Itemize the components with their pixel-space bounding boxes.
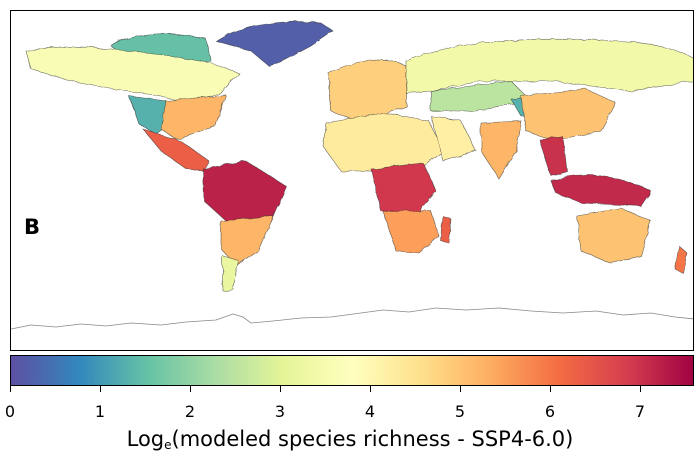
colorbar-tick-mark: [640, 386, 641, 392]
region-greenland: [215, 21, 334, 67]
colorbar-tick-label: 6: [544, 402, 556, 421]
region-india: [480, 120, 522, 180]
colorbar-tick-label: 4: [364, 402, 376, 421]
colorbar-tick-label: 0: [4, 402, 16, 421]
region-southern-south-america: [220, 215, 274, 267]
region-patagonia: [221, 255, 240, 292]
colorbar-tick-mark: [190, 386, 191, 392]
region-southeast-asia: [538, 136, 568, 177]
region-sahara: [322, 112, 444, 172]
colorbar-ticks: 0 1 2 3 4 5 6 7: [5, 386, 694, 421]
antarctica-outline: [11, 307, 693, 330]
region-eastern-united-states: [160, 94, 227, 140]
region-central-asia: [430, 80, 532, 112]
region-europe: [328, 59, 407, 124]
region-arabian-peninsula: [430, 115, 477, 162]
colorbar-tick-label: 7: [634, 402, 646, 421]
panel-label: B: [24, 215, 41, 239]
colorbar-tick-label: 1: [94, 402, 106, 421]
region-southern-africa: [382, 210, 440, 254]
colorbar-label: Loge(modeled species richness - SSP4-6.0…: [126, 427, 574, 452]
colorbar-tick-mark: [370, 386, 371, 392]
region-central-africa: [370, 162, 437, 217]
region-new-zealand: [674, 245, 688, 274]
colorbar-tick-mark: [10, 386, 11, 392]
colorbar-tick-mark: [280, 386, 281, 392]
region-canada: [25, 46, 240, 104]
colorbar: [10, 355, 694, 386]
colorbar-tick-label: 3: [274, 402, 286, 421]
region-madagascar: [440, 215, 452, 244]
region-amazon-basin: [202, 160, 287, 222]
region-russia: [405, 38, 693, 94]
colorbar-tick-label: 5: [454, 402, 466, 421]
region-australia: [576, 207, 652, 264]
colorbar-tick-mark: [100, 386, 101, 392]
map-panel: [10, 10, 694, 351]
world-map: [11, 21, 693, 330]
region-china: [520, 88, 617, 142]
region-maritime-southeast-asia: [550, 174, 652, 207]
colorbar-tick-mark: [460, 386, 461, 392]
colorbar-tick-mark: [550, 386, 551, 392]
colorbar-tick-label: 2: [184, 402, 196, 421]
